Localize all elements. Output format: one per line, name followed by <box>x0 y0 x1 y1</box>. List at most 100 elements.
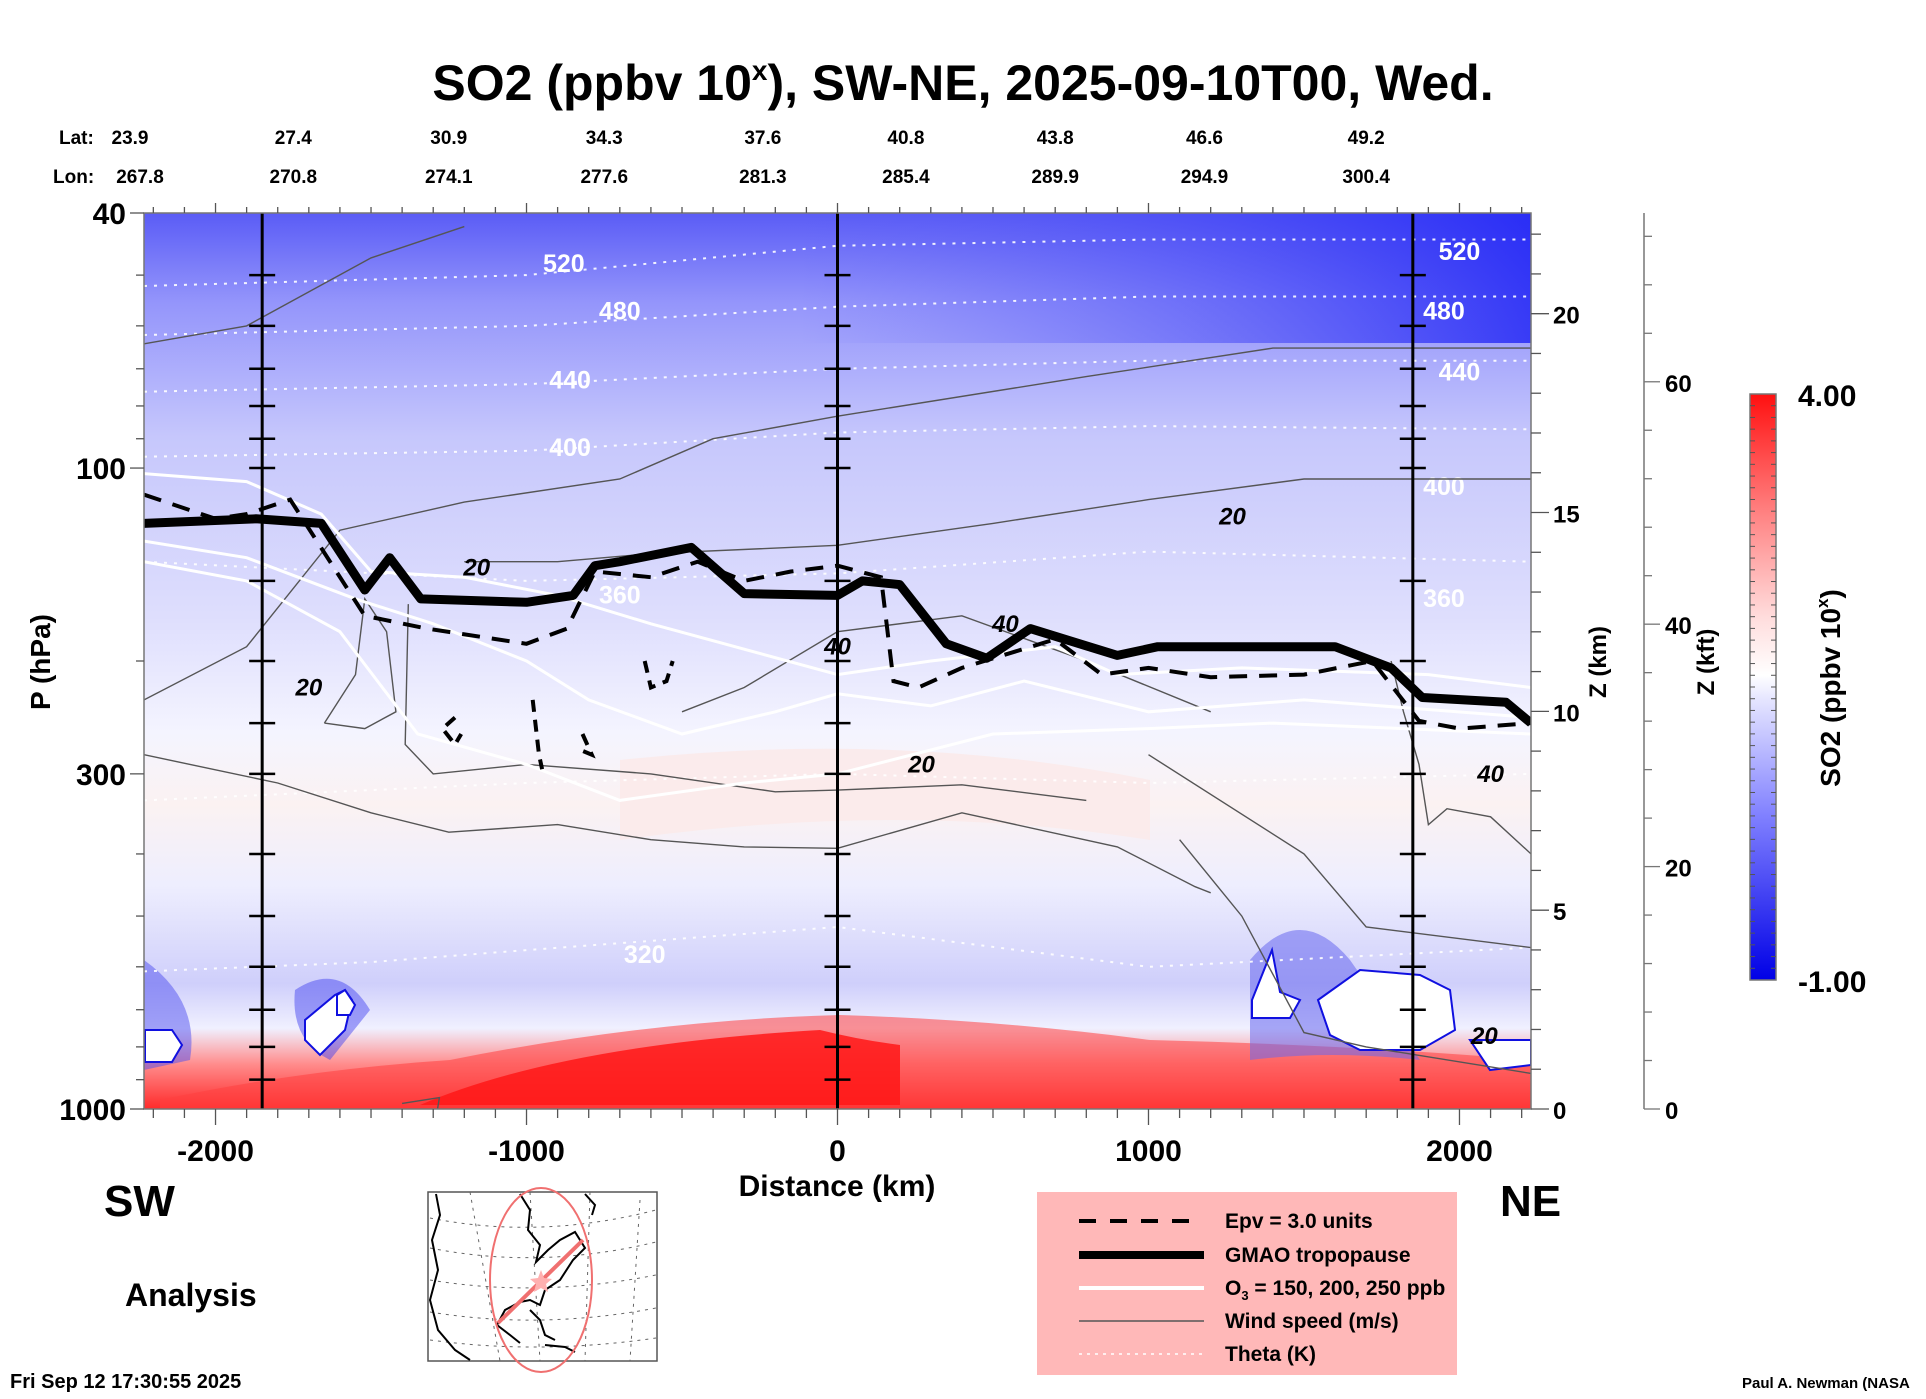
title-sup: x <box>752 55 768 86</box>
wind-speed-contour <box>144 754 1211 894</box>
lon-value: 300.4 <box>1342 167 1390 188</box>
wind-speed-contour <box>144 225 465 345</box>
theta-contour-440 <box>144 359 1531 393</box>
z-km-tick-label: 15 <box>1553 502 1580 529</box>
colorbar: 4.00 -1.00 SO2 (ppbv 10x) <box>1749 380 1866 999</box>
z-kft-tick-label: 0 <box>1665 1098 1678 1125</box>
theta-label-400: 400 <box>549 434 591 462</box>
wind-speed-contour <box>323 596 397 730</box>
lon-value: 294.9 <box>1181 167 1229 188</box>
lat-lon-labels: 23.9 267.8 27.4 270.8 30.9 274.1 34.3 277.6 37.6… <box>112 128 1391 188</box>
so2-field-gap <box>1468 1039 1531 1072</box>
so2-field-gap <box>336 988 357 1016</box>
lat-value: 49.2 <box>1348 128 1385 149</box>
z-km-tick-label: 20 <box>1553 303 1580 330</box>
theta-label-520: 520 <box>543 250 585 278</box>
z-kft-tick-label: 60 <box>1665 371 1692 398</box>
theta-contour-300 <box>144 772 1531 802</box>
chart-title: SO2 (ppbv 10x), SW-NE, 2025-09-10T00, We… <box>432 55 1493 111</box>
map-center-star-icon <box>530 1270 552 1292</box>
theta-label-520: 520 <box>1439 238 1481 266</box>
so2-field-gap <box>144 1029 184 1063</box>
theta-label-480: 480 <box>599 298 641 326</box>
theta-contours: 520 520 480 480 440 440 400 400 360 360 320 <box>144 238 1531 973</box>
colorbar-label-sup: x <box>1813 598 1832 608</box>
wind-speed-contour <box>1148 754 1531 949</box>
map-range-circle <box>489 1187 593 1373</box>
y-tick-label: 100 <box>76 453 126 486</box>
legend: Epv = 3.0 units GMAO tropopause O3 = 150… <box>1037 1192 1457 1375</box>
legend-ozone-label: O3 = 150, 200, 250 ppb <box>1225 1277 1445 1303</box>
legend-ozone-sub: 3 <box>1241 1288 1248 1303</box>
wind-speed-label: 40 <box>1476 761 1504 788</box>
wind-speed-label: 40 <box>823 634 851 661</box>
ozone-contour <box>144 472 1531 689</box>
lon-value: 281.3 <box>739 167 787 188</box>
z-kft-tick-label: 40 <box>1665 613 1692 640</box>
so2-field-upper-right <box>800 213 1531 343</box>
wind-speed-label: 40 <box>991 611 1019 638</box>
colorbar-label-pre: SO2 (ppbv 10 <box>1815 608 1846 787</box>
lon-value: 277.6 <box>580 167 628 188</box>
title-post: ), SW-NE, 2025-09-10T00, Wed. <box>768 55 1494 111</box>
wind-speed-label: 20 <box>1218 503 1246 530</box>
wind-speed-contour <box>401 1096 441 1109</box>
legend-background <box>1037 1192 1457 1375</box>
z-kft-axis: 0 20 40 60 <box>1643 213 1692 1125</box>
legend-theta-label: Theta (K) <box>1225 1343 1316 1366</box>
epv-contour-fragment <box>578 733 596 759</box>
z-km-axis-label: Z (km) <box>1585 626 1612 698</box>
y-tick-label: 300 <box>76 759 126 792</box>
lon-value: 270.8 <box>270 167 318 188</box>
epv-contour-fragment <box>439 716 463 749</box>
lat-value: 37.6 <box>744 128 781 149</box>
ozone-contour <box>144 539 1531 736</box>
z-km-tick-label: 5 <box>1553 899 1566 926</box>
lat-value: 43.8 <box>1037 128 1074 149</box>
colorbar-label: SO2 (ppbv 10x) <box>1813 589 1846 787</box>
x-tick-label: 1000 <box>1115 1135 1182 1168</box>
theta-label-480: 480 <box>1423 298 1465 326</box>
lon-value: 267.8 <box>116 167 164 188</box>
colorbar-ticks <box>1750 405 1776 969</box>
y-tick-label: 40 <box>93 198 126 231</box>
legend-epv-label: Epv = 3.0 units <box>1225 1210 1373 1233</box>
wind-speed-contour <box>144 347 1531 701</box>
lat-value: 34.3 <box>586 128 623 149</box>
theta-label-400: 400 <box>1423 473 1465 501</box>
lat-value: 27.4 <box>275 128 312 149</box>
z-km-tick-label: 10 <box>1553 700 1580 727</box>
y-axis: 40 100 300 1000 <box>59 198 144 1127</box>
y-tick-label: 1000 <box>59 1094 126 1127</box>
so2-field-blobs <box>144 748 1531 1109</box>
lat-label: Lat: <box>59 128 94 149</box>
lon-label: Lon: <box>53 167 94 188</box>
legend-ozone-post: = 150, 200, 250 ppb <box>1249 1277 1446 1300</box>
ozone-contours <box>144 472 1531 802</box>
z-kft-axis-label: Z (kft) <box>1693 629 1720 696</box>
theta-label-360: 360 <box>1423 585 1465 613</box>
analysis-label: Analysis <box>125 1277 257 1313</box>
theta-contour-320 <box>144 925 1531 973</box>
vertical-markers <box>249 213 1426 1109</box>
direction-ne: NE <box>1500 1177 1561 1226</box>
wind-speed-labels: 20 20 20 20 40 40 40 20 <box>294 503 1504 1050</box>
x-axis-label: Distance (km) <box>739 1170 936 1203</box>
x-tick-label: 2000 <box>1426 1135 1493 1168</box>
x-tick-label: -2000 <box>177 1135 254 1168</box>
theta-label-440: 440 <box>549 366 591 394</box>
epv-contour-fragment <box>530 699 545 770</box>
legend-ozone-pre: O <box>1225 1277 1241 1300</box>
wind-speed-label: 20 <box>907 751 935 778</box>
x-tick-label: 0 <box>829 1135 846 1168</box>
wind-speed-contour <box>1390 660 1531 855</box>
so2-field-gap <box>1316 968 1457 1051</box>
map-coastlines <box>428 1193 597 1361</box>
title-pre: SO2 (ppbv 10 <box>432 55 752 111</box>
location-map-inset <box>427 1187 658 1373</box>
z-km-axis: 0 5 10 15 20 <box>1531 233 1580 1125</box>
lat-value: 30.9 <box>430 128 467 149</box>
lon-value: 289.9 <box>1031 167 1079 188</box>
